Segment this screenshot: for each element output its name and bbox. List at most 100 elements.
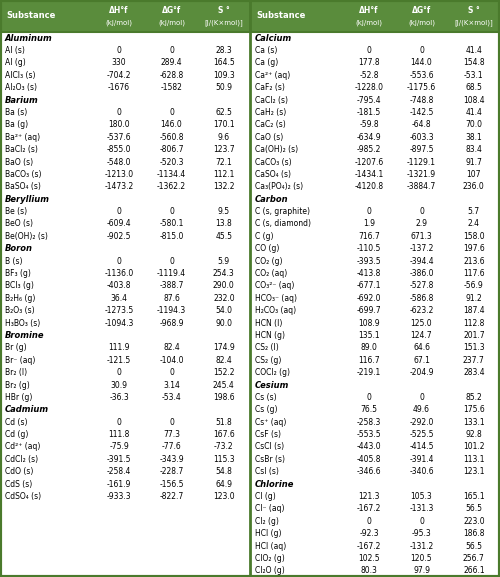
Text: -56.9: -56.9 [464, 282, 483, 290]
Bar [250, 242, 500, 255]
Text: 101.2: 101.2 [463, 443, 484, 451]
Text: Cs (s): Cs (s) [255, 393, 276, 402]
Text: BaCl₂ (s): BaCl₂ (s) [5, 145, 38, 154]
Bar [0, 366, 250, 379]
Text: 123.7: 123.7 [213, 145, 234, 154]
Text: 121.3: 121.3 [358, 492, 380, 501]
Text: 80.3: 80.3 [360, 566, 378, 575]
Text: -553.5: -553.5 [357, 430, 382, 439]
Text: ΔG°f: ΔG°f [162, 6, 181, 15]
Text: 201.7: 201.7 [463, 331, 484, 340]
Text: (kJ/mol): (kJ/mol) [158, 19, 185, 25]
Text: -580.1: -580.1 [160, 219, 184, 228]
Text: -181.5: -181.5 [357, 108, 382, 117]
Text: -1362.2: -1362.2 [157, 182, 186, 192]
Text: 41.4: 41.4 [466, 108, 482, 117]
Text: 91.7: 91.7 [466, 158, 482, 167]
Bar [250, 403, 500, 416]
Text: -167.2: -167.2 [357, 504, 382, 514]
Text: 70.0: 70.0 [466, 121, 482, 129]
Text: CO (g): CO (g) [255, 244, 280, 253]
Text: 56.5: 56.5 [466, 504, 482, 514]
Text: Cd (s): Cd (s) [5, 418, 28, 426]
Bar [0, 292, 250, 305]
Bar [0, 478, 250, 490]
Text: Al (s): Al (s) [5, 46, 25, 55]
Text: Cl₂O (g): Cl₂O (g) [255, 566, 285, 575]
Text: -1094.3: -1094.3 [104, 319, 134, 328]
Text: 223.0: 223.0 [463, 517, 484, 526]
Text: HBr (g): HBr (g) [5, 393, 32, 402]
Text: 87.6: 87.6 [163, 294, 180, 303]
Text: 83.4: 83.4 [466, 145, 482, 154]
Text: -131.3: -131.3 [410, 504, 434, 514]
Text: 120.5: 120.5 [410, 554, 432, 563]
Text: -391.5: -391.5 [107, 455, 132, 464]
Text: 0: 0 [419, 517, 424, 526]
Text: 0: 0 [116, 108, 121, 117]
Text: -902.5: -902.5 [107, 232, 132, 241]
Bar [250, 205, 500, 218]
Text: -677.1: -677.1 [357, 282, 382, 290]
Text: -52.8: -52.8 [360, 71, 379, 80]
Bar [250, 292, 500, 305]
Text: CaC₂ (s): CaC₂ (s) [255, 121, 286, 129]
Text: 124.7: 124.7 [410, 331, 432, 340]
Text: 187.4: 187.4 [463, 306, 484, 315]
Text: -537.6: -537.6 [107, 133, 132, 142]
Bar [250, 181, 500, 193]
Text: CdO (s): CdO (s) [5, 467, 34, 476]
Bar [250, 441, 500, 453]
Text: CaF₂ (s): CaF₂ (s) [255, 83, 285, 92]
Text: B₂O₃ (s): B₂O₃ (s) [5, 306, 34, 315]
Bar [0, 230, 250, 242]
Text: -704.2: -704.2 [107, 71, 132, 80]
Bar [250, 193, 500, 205]
Text: B (s): B (s) [5, 257, 22, 265]
Text: 0: 0 [419, 207, 424, 216]
Text: -156.5: -156.5 [159, 479, 184, 489]
Text: Cl (g): Cl (g) [255, 492, 276, 501]
Text: 9.5: 9.5 [218, 207, 230, 216]
Text: -443.0: -443.0 [357, 443, 382, 451]
Text: -1134.4: -1134.4 [157, 170, 186, 179]
Text: [J/(K×mol)]: [J/(K×mol)] [454, 19, 493, 26]
Text: 123.0: 123.0 [213, 492, 234, 501]
Text: 0: 0 [169, 108, 174, 117]
Text: -806.7: -806.7 [159, 145, 184, 154]
Text: -1213.0: -1213.0 [104, 170, 134, 179]
Text: Cs (g): Cs (g) [255, 405, 278, 414]
Bar [0, 416, 250, 428]
Text: 0: 0 [366, 393, 372, 402]
Text: -634.9: -634.9 [357, 133, 382, 142]
Text: -548.0: -548.0 [107, 158, 132, 167]
Text: 0: 0 [366, 517, 372, 526]
Bar [250, 466, 500, 478]
Text: 290.0: 290.0 [213, 282, 234, 290]
Text: 164.5: 164.5 [213, 58, 234, 68]
Text: Ba (g): Ba (g) [5, 121, 28, 129]
Text: -92.3: -92.3 [360, 529, 379, 538]
Bar [0, 168, 250, 181]
Text: 158.0: 158.0 [463, 232, 484, 241]
Text: 36.4: 36.4 [110, 294, 128, 303]
Text: CdCl₂ (s): CdCl₂ (s) [5, 455, 38, 464]
Text: -822.7: -822.7 [160, 492, 184, 501]
Text: Be(OH)₂ (s): Be(OH)₂ (s) [5, 232, 48, 241]
Text: -59.8: -59.8 [360, 121, 379, 129]
Text: 89.0: 89.0 [360, 343, 378, 353]
Text: 123.1: 123.1 [463, 467, 484, 476]
Bar [0, 44, 250, 57]
Text: -1136.0: -1136.0 [104, 269, 134, 278]
Bar [250, 119, 500, 131]
Text: Bromine: Bromine [5, 331, 44, 340]
Bar [250, 81, 500, 94]
Text: 167.6: 167.6 [213, 430, 234, 439]
Text: 135.1: 135.1 [358, 331, 380, 340]
Bar [0, 317, 250, 329]
Text: -219.1: -219.1 [357, 368, 382, 377]
Text: Substance: Substance [256, 12, 306, 21]
Text: 91.2: 91.2 [466, 294, 482, 303]
Bar [250, 57, 500, 69]
Text: 56.5: 56.5 [466, 542, 482, 550]
